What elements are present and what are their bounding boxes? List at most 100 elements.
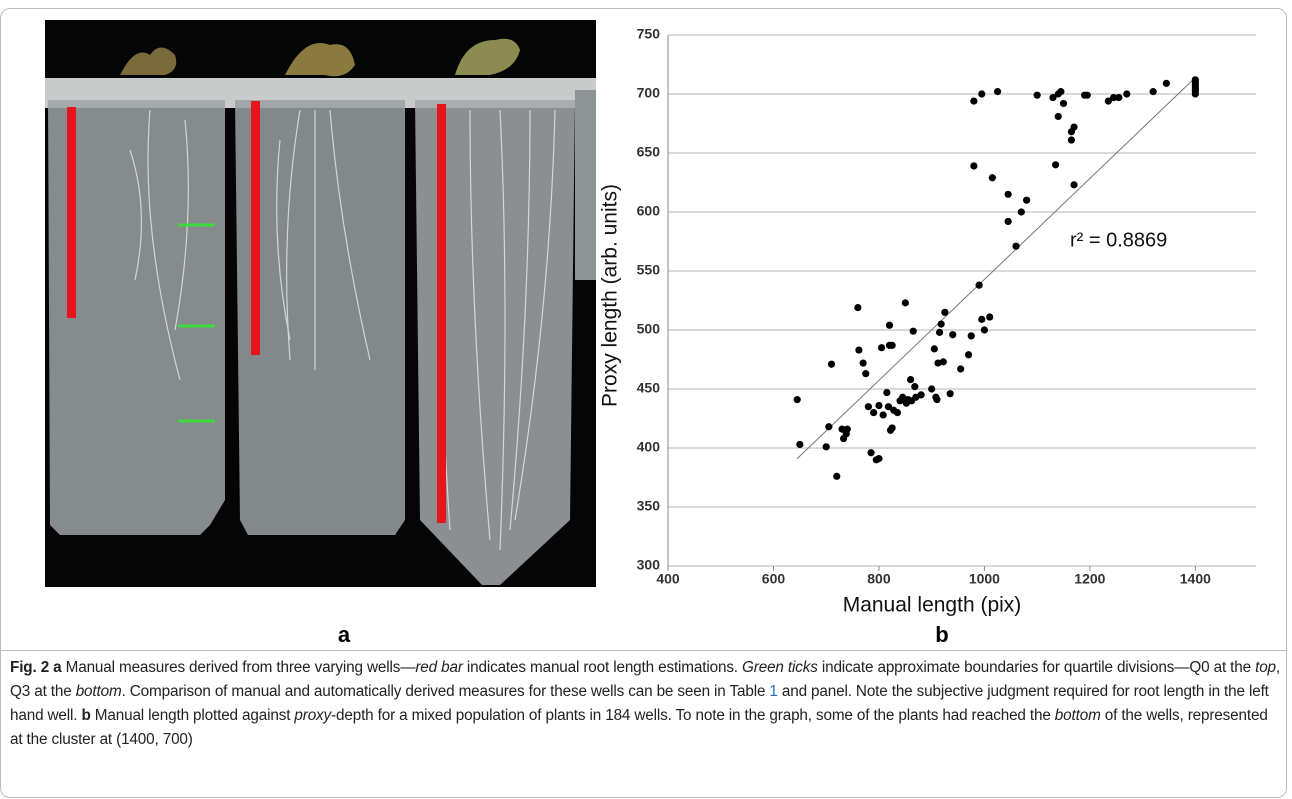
figure: a b 300 350 400 450 500 550 600 650 700 750 400 600… [45,20,1256,647]
figure-frame [0,8,1287,798]
point [975,281,983,289]
point [941,308,949,316]
caption-text: . Comparison of manual and automatically… [121,683,770,700]
point [967,332,975,340]
trendline [796,77,1196,459]
caption-text: Manual measures derived from three varyi… [61,659,416,676]
caption-text: and panel. Note the subjective judgment … [10,683,1269,724]
point [980,326,989,334]
panel-label: a [338,622,351,647]
point [870,409,878,417]
point [833,472,841,480]
point [855,346,863,354]
y-tick-label: 550 [637,262,661,278]
point [1115,93,1123,102]
point [1023,196,1031,204]
point [978,90,986,98]
point [838,425,846,433]
point [888,424,896,432]
x-tick-label: 1000 [969,571,1000,587]
point [1049,93,1057,102]
y-tick-label: 700 [637,85,661,101]
point [1070,123,1078,131]
caption-text: Fig. 2 [10,659,50,676]
point [883,388,891,397]
point [937,320,945,328]
point [935,328,944,336]
point [864,403,872,411]
x-tick-label: 800 [867,571,891,587]
point [970,162,978,170]
caption-text: Green ticks [742,659,818,676]
point [859,359,867,367]
point [933,396,941,404]
point [1070,181,1078,189]
point [906,375,915,384]
y-tick-label: 750 [637,26,661,42]
point [793,396,801,404]
point [917,391,925,399]
point [888,341,896,349]
panel-label: b [935,622,948,647]
point [901,299,909,307]
point [822,443,830,451]
x-tick-label: 600 [762,571,786,587]
point [964,351,973,359]
caption-text: b [81,707,91,724]
x-tick-label: 400 [656,571,680,587]
table-link[interactable]: 1 [769,683,778,700]
caption-text: top [1255,659,1276,676]
caption: Fig. 2 a Manual measures derived from th… [10,656,1282,752]
point [930,345,938,353]
point [1054,112,1062,121]
point [884,403,893,411]
point [875,455,883,463]
point [928,385,936,393]
caption-text: Manual length plotted against [90,707,295,724]
y-tick-label: 300 [637,557,661,573]
caption-text: , Q3 at the [10,659,1281,700]
point [1191,76,1199,84]
y-tick-label: 350 [637,498,661,514]
point [1067,136,1076,144]
x-tick-label: 1400 [1180,571,1211,587]
point [1083,91,1091,99]
point [1004,217,1012,226]
point [1052,161,1060,169]
point [875,401,883,410]
y-tick-label: 650 [637,144,661,160]
point [1059,99,1068,108]
point [939,358,947,366]
photo [45,20,596,587]
point [911,383,919,391]
point [1110,93,1118,102]
point [1104,97,1112,105]
point [1149,88,1157,96]
caption-text: -depth for a mixed population of plants … [331,707,1055,724]
caption-text: of the wells, represented at the cluster… [10,707,1268,748]
point [862,370,870,378]
point [946,390,954,398]
point [867,449,875,457]
y-tick-label: 400 [637,439,661,455]
y-axis-label: Proxy length (arb. units) [599,184,622,407]
x-tick-label: 1200 [1074,571,1105,587]
point [993,88,1002,96]
y-tick-label: 450 [637,380,661,396]
point [986,313,994,321]
point [988,174,996,182]
point [1012,242,1020,250]
x-axis-label: Manual length (pix) [843,594,1022,617]
point [978,315,986,323]
caption-text: a [49,659,62,676]
point [827,360,836,368]
point [796,440,804,449]
point [949,331,957,339]
scatter-chart: 300 350 400 450 500 550 600 650 700 750 400 600 800 1… [599,26,1256,617]
caption-text: indicate approximate boundaries for quar… [817,659,1256,676]
point [1017,208,1025,216]
caption-text: indicates manual root length estimations… [462,659,743,676]
separator [0,650,1287,651]
y-tick-label: 500 [637,321,661,337]
